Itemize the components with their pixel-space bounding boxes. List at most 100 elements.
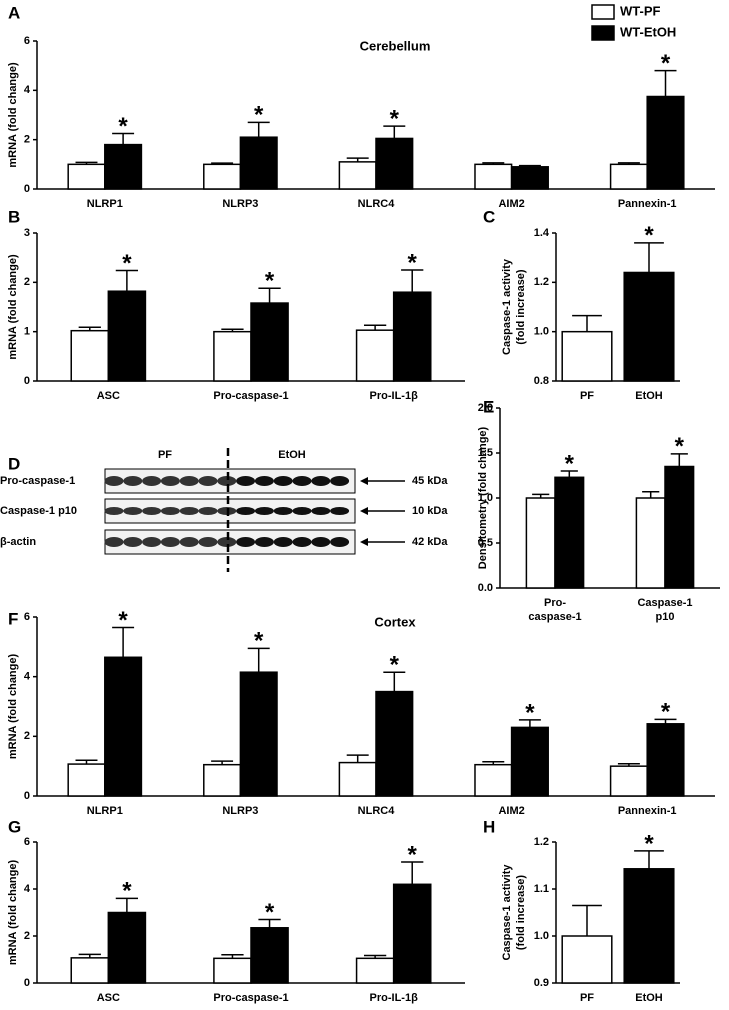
significance-marker: * — [565, 450, 575, 477]
bar — [609, 163, 648, 190]
y-tick-label: 2.0 — [478, 402, 493, 414]
significance-marker: * — [644, 830, 654, 857]
y-tick-label: 1.1 — [534, 883, 549, 895]
blot-band — [236, 476, 256, 486]
significance-marker: * — [661, 50, 671, 77]
y-axis-label: mRNA (fold change) — [7, 654, 19, 760]
significance-marker: * — [254, 628, 264, 655]
bar — [510, 726, 549, 797]
significance-marker: * — [265, 268, 275, 295]
chart-title: Cortex — [374, 614, 416, 629]
bar — [355, 329, 395, 382]
significance-marker: * — [254, 102, 264, 129]
panel-label: E — [483, 397, 494, 416]
y-tick-label: 6 — [24, 35, 30, 47]
bar — [107, 290, 147, 382]
blot-band — [104, 476, 124, 486]
blot-band — [198, 537, 218, 547]
blot-band — [330, 507, 350, 515]
blot-band — [104, 537, 124, 547]
bar — [250, 927, 289, 984]
y-axis-label: Caspase-1 activity — [501, 864, 513, 961]
blot-band — [123, 537, 143, 547]
significance-marker: * — [525, 699, 535, 726]
bar — [561, 330, 613, 382]
x-tick-label: NLRP1 — [87, 198, 123, 210]
y-tick-label: 1.0 — [478, 492, 493, 504]
arrow-head — [360, 477, 368, 485]
blot-band — [142, 537, 162, 547]
x-tick-label: Pro-IL-1β — [370, 992, 419, 1004]
y-tick-label: 2 — [24, 276, 30, 288]
y-tick-label: 0 — [24, 977, 30, 989]
blot-band — [292, 476, 312, 486]
y-tick-label: 0.8 — [534, 375, 549, 387]
blot-row-label: Pro-caspase-1 — [0, 475, 75, 487]
bar — [213, 330, 252, 382]
bar — [561, 935, 613, 984]
bar — [474, 163, 513, 190]
y-tick-label: 1.0 — [534, 326, 549, 338]
x-tick-label: AIM2 — [498, 198, 524, 210]
blot-band — [273, 507, 293, 515]
y-tick-label: 3 — [24, 227, 30, 239]
blot-band — [254, 507, 274, 515]
bar — [375, 137, 414, 190]
significance-marker: * — [118, 113, 128, 140]
significance-marker: * — [644, 222, 654, 249]
bar — [70, 329, 110, 382]
legend-swatch — [591, 25, 615, 41]
y-axis-label: Caspase-1 activity — [501, 258, 513, 355]
blot-decor: Pro-caspase-1 45 kDa Caspase-1 p10 10 kDa β-… — [0, 448, 448, 572]
blot-band — [254, 476, 274, 486]
y-tick-label: 1.0 — [534, 930, 549, 942]
significance-marker: * — [661, 699, 671, 726]
y-tick-label: 6 — [24, 611, 30, 623]
bar — [664, 465, 695, 589]
bar — [107, 911, 147, 984]
y-tick-label: 0.5 — [478, 537, 493, 549]
significance-marker: * — [408, 841, 418, 868]
blot-band — [254, 537, 274, 547]
blot-group: EtOH — [278, 449, 306, 461]
bar — [203, 763, 242, 797]
blot-band — [311, 507, 331, 515]
blot-row-label: Caspase-1 p10 — [0, 505, 77, 517]
bar — [338, 761, 377, 797]
x-tick-label: EtOH — [635, 390, 663, 402]
bar — [623, 868, 675, 984]
blot-band — [311, 537, 331, 547]
x-tick-label: ASC — [97, 390, 120, 402]
x-tick-label: NLRC4 — [358, 198, 396, 210]
y-axis-label: mRNA (fold change) — [7, 62, 19, 168]
blot-band — [273, 476, 293, 486]
x-tick-label: NLRP3 — [222, 198, 258, 210]
bar — [104, 656, 143, 797]
blot-band — [160, 537, 180, 547]
y-tick-label: 1.2 — [534, 836, 549, 848]
significance-marker: * — [265, 899, 275, 926]
y-tick-label: 0.0 — [478, 582, 493, 594]
blot-band — [160, 476, 180, 486]
bar — [392, 883, 432, 984]
significance-marker: * — [122, 878, 132, 905]
panel-label: H — [483, 817, 495, 836]
blot-band — [311, 476, 331, 486]
blot-group: PF — [158, 449, 172, 461]
bar — [635, 497, 666, 589]
blot-band — [179, 507, 199, 515]
blot-band — [198, 476, 218, 486]
arrow-head — [360, 507, 368, 515]
bar — [203, 163, 242, 190]
panel-label: G — [8, 817, 21, 836]
y-axis-label: mRNA (fold change) — [7, 254, 19, 360]
blot-band — [160, 507, 180, 515]
y-tick-label: 2 — [24, 930, 30, 942]
panel-label: A — [8, 3, 20, 22]
bar — [250, 302, 289, 382]
y-axis-label: mRNA (fold change) — [7, 860, 19, 966]
y-tick-label: 0 — [24, 790, 30, 802]
bar — [525, 497, 556, 589]
chart-title: Cerebellum — [360, 38, 431, 53]
